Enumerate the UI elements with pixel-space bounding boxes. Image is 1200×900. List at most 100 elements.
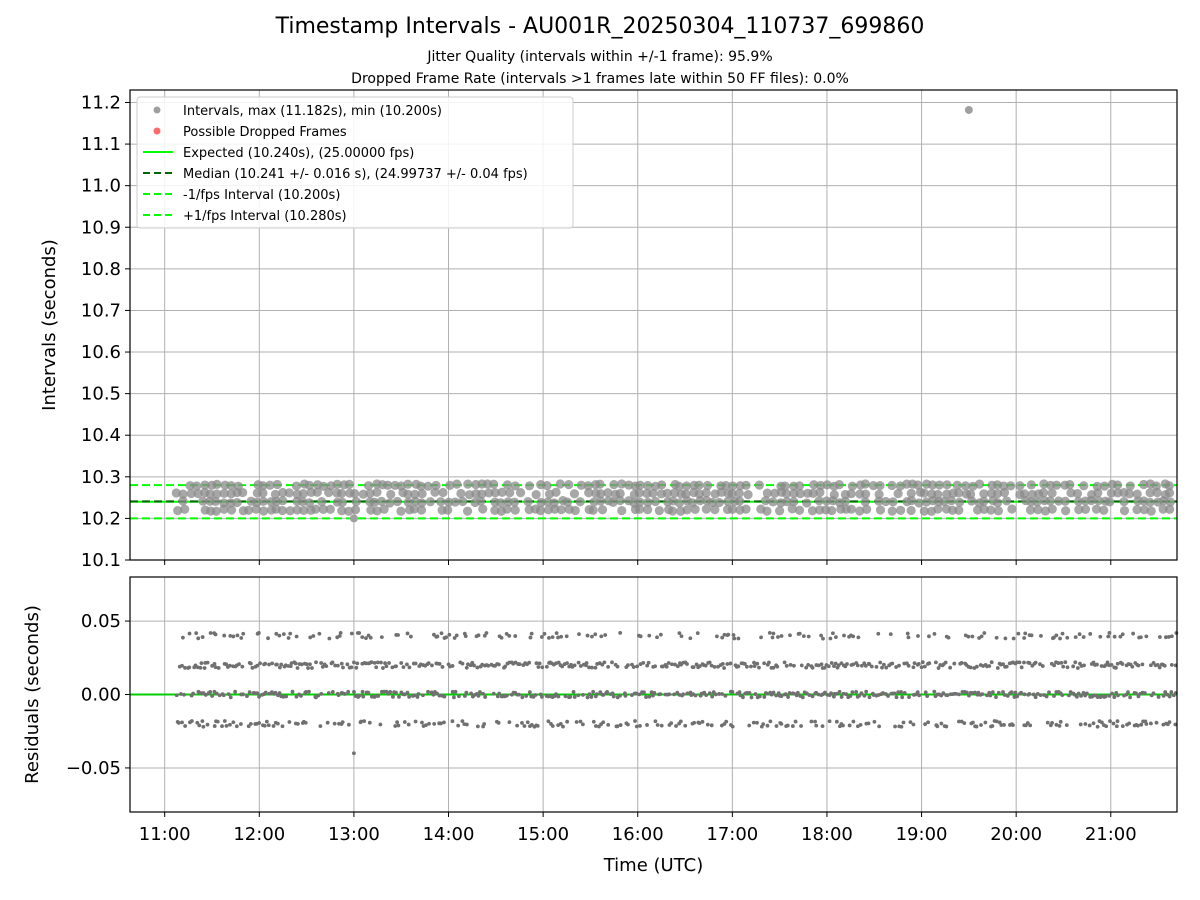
residual-point-41: [208, 631, 213, 635]
interval-point-99: [379, 504, 389, 514]
residual-point-352: [476, 693, 481, 698]
residual-point-699: [776, 635, 780, 639]
residual-point-84: [245, 694, 249, 698]
residual-point-881: [935, 724, 940, 729]
residual-point-39: [205, 660, 210, 665]
residual-point-1035: [1061, 664, 1066, 669]
interval-point-182: [562, 497, 572, 507]
residual-point-853: [906, 663, 911, 668]
residual-point-141: [288, 631, 293, 636]
residual-point-207: [352, 689, 356, 694]
residual-point-779: [841, 691, 846, 696]
residual-point-503: [601, 693, 606, 697]
residual-point-964: [1002, 693, 1007, 697]
interval-point-51: [277, 505, 287, 516]
residual-point-327: [453, 689, 458, 694]
interval-point-216: [634, 488, 644, 498]
residual-point-585: [679, 634, 684, 639]
interval-point-80: [337, 506, 347, 516]
residual-point-1148: [1155, 662, 1160, 667]
interval-point-459: [1151, 481, 1161, 491]
interval-point-17: [211, 506, 221, 516]
interval-point-427: [1079, 481, 1089, 491]
interval-point-40: [259, 506, 269, 516]
residual-point-1089: [1108, 719, 1112, 724]
residual-point-681: [765, 723, 770, 728]
residual-point-1050: [1076, 691, 1081, 696]
residual-point-471: [576, 660, 581, 665]
interval-point-373: [960, 481, 971, 491]
interval-point-302: [814, 496, 824, 506]
residual-point-1038: [1064, 723, 1069, 728]
residual-point-1037: [1063, 660, 1068, 665]
residual-point-1048: [1075, 694, 1079, 699]
residual-point-21: [195, 720, 200, 725]
residual-point-501: [599, 634, 604, 639]
residual-point-644: [730, 724, 735, 729]
residual-point-702: [779, 722, 784, 726]
interval-point-270: [734, 488, 744, 498]
residual-point-638: [725, 662, 730, 666]
interval-point-84: [344, 506, 354, 516]
residual-point-7: [182, 692, 186, 697]
residual-point-395: [513, 634, 518, 638]
residual-point-1005: [1033, 695, 1038, 700]
interval-point-267: [727, 481, 738, 491]
residual-point-761: [829, 661, 834, 665]
residual-point-544: [645, 723, 649, 727]
interval-point-204: [617, 506, 627, 516]
residual-point-399: [517, 692, 521, 697]
residual-point-713: [788, 662, 793, 667]
residual-point-32: [201, 724, 206, 729]
interval-point-277: [762, 506, 772, 516]
residual-point-284: [416, 692, 421, 696]
interval-point-114: [409, 504, 419, 514]
residual-point-577: [675, 664, 680, 669]
intervals-ytick-label-11: 11.2: [81, 92, 121, 113]
residual-point-420: [534, 661, 539, 666]
interval-point-442: [1119, 506, 1130, 516]
interval-point-239: [682, 505, 692, 515]
interval-point-319: [846, 489, 856, 499]
residual-point-492: [593, 632, 598, 637]
legend-box: [136, 96, 574, 229]
residual-point-463: [568, 694, 573, 699]
residual-point-674: [757, 665, 761, 670]
residual-point-9: [183, 724, 188, 728]
residual-point-538: [638, 723, 642, 728]
residual-point-15: [189, 719, 194, 723]
residual-point-405: [524, 694, 529, 698]
residual-point-512: [610, 660, 614, 665]
residual-point-17: [191, 691, 195, 696]
interval-point-127: [436, 497, 446, 507]
interval-point-221: [643, 481, 653, 491]
residual-point-604: [695, 631, 700, 636]
residual-point-712: [787, 691, 792, 695]
residual-point-842: [896, 690, 901, 694]
residual-point-415: [529, 631, 534, 636]
residual-point-607: [697, 664, 702, 669]
residual-point-670: [755, 720, 759, 725]
interval-point-131: [445, 480, 455, 490]
residual-point-787: [848, 694, 853, 698]
residual-point-608: [700, 719, 705, 724]
residual-point-1049: [1075, 666, 1080, 670]
residual-point-469: [574, 720, 579, 724]
residual-point-868: [923, 722, 927, 727]
interval-point-143: [476, 496, 486, 506]
interval-point-186: [575, 497, 585, 507]
residual-point-138: [286, 636, 291, 640]
residual-point-715: [790, 724, 795, 728]
residual-point-548: [646, 660, 651, 665]
xtick-label-9: 20:00: [990, 824, 1042, 845]
residual-point-513: [611, 694, 616, 699]
residual-point-547: [647, 694, 652, 699]
residual-point-962: [1001, 690, 1005, 694]
residual-point-968: [1004, 664, 1009, 669]
residual-point-1011: [1040, 664, 1045, 668]
residual-point-191: [336, 693, 341, 698]
residual-point-1144: [1151, 691, 1156, 696]
residual-point-677: [761, 722, 766, 727]
residual-point-236: [372, 660, 377, 665]
